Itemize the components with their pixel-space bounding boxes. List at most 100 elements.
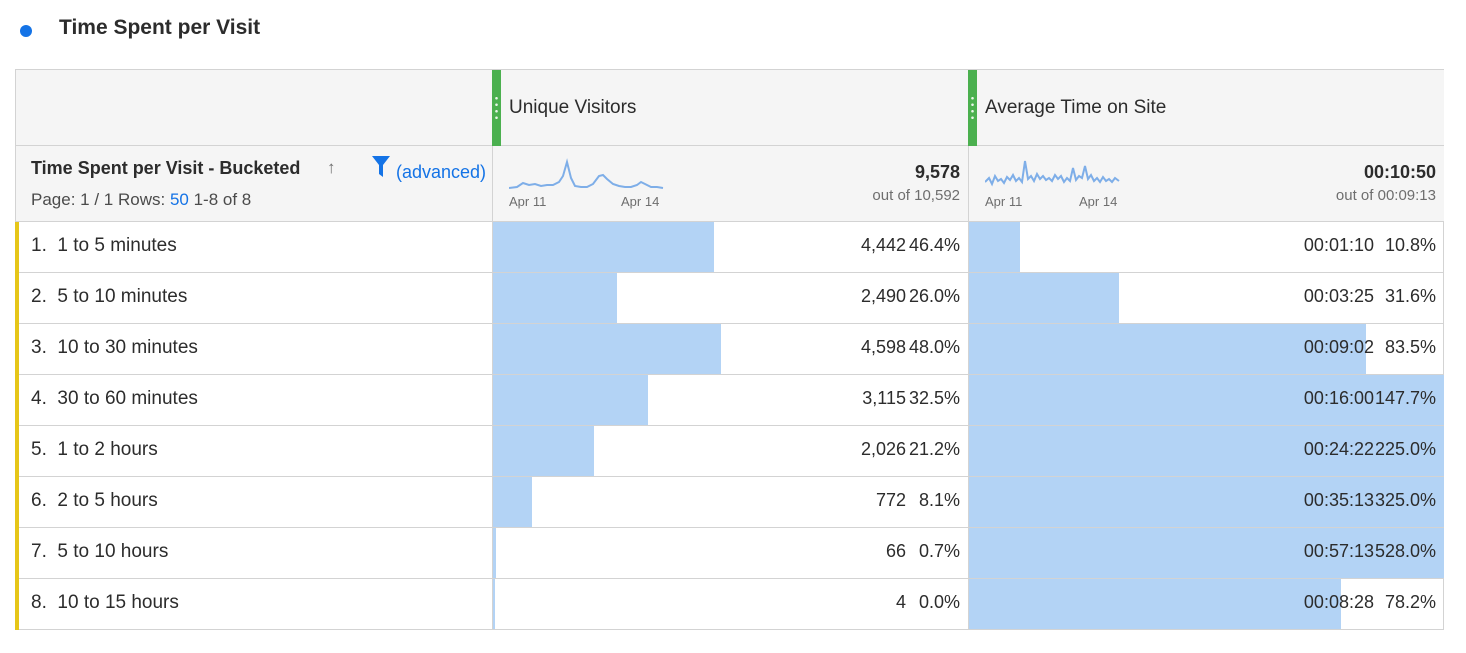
percent-bar bbox=[493, 426, 594, 476]
unique-visitors-cell[interactable]: 66 0.7% bbox=[492, 528, 968, 578]
unique-visitors-cell[interactable]: 4 0.0% bbox=[492, 579, 968, 629]
value: 2,026 bbox=[860, 439, 906, 459]
row-label[interactable]: 4. 30 to 60 minutes bbox=[31, 388, 198, 409]
percent-bar bbox=[969, 528, 1444, 578]
value: 772 bbox=[875, 490, 906, 510]
percent-bar bbox=[493, 375, 648, 425]
row-label[interactable]: 8. 10 to 15 hours bbox=[31, 592, 179, 613]
percent-bar bbox=[493, 324, 721, 374]
percent: 21.2% bbox=[908, 439, 960, 459]
dimension-header-cell: Time Spent per Visit - Bucketed ↑ (advan… bbox=[16, 146, 492, 222]
percent: 32.5% bbox=[908, 388, 960, 408]
value: 66 bbox=[885, 541, 906, 561]
drag-handle-icon[interactable] bbox=[492, 70, 501, 146]
percent: 325.0% bbox=[1374, 490, 1436, 510]
panel-header: Time Spent per Visit bbox=[0, 0, 1466, 62]
average-time-cell[interactable]: 00:16:00 147.7% bbox=[968, 375, 1444, 425]
metric-column-header-unique-visitors[interactable]: Unique Visitors bbox=[492, 70, 968, 146]
row-color-marker bbox=[15, 324, 19, 375]
unique-visitors-cell[interactable]: 2,026 21.2% bbox=[492, 426, 968, 476]
metric-name: Average Time on Site bbox=[985, 97, 1167, 118]
row-label[interactable]: 1. 1 to 5 minutes bbox=[31, 235, 177, 256]
table-row[interactable]: 5. 1 to 2 hours 2,026 21.2% 00:24:22 225… bbox=[15, 426, 1444, 477]
advanced-filter-link[interactable]: (advanced) bbox=[396, 162, 487, 182]
table-row[interactable]: 1. 1 to 5 minutes 4,442 46.4% 00:01:10 1… bbox=[15, 222, 1444, 273]
percent-bar bbox=[969, 375, 1444, 425]
percent-bar bbox=[493, 528, 496, 578]
table-row[interactable]: 3. 10 to 30 minutes 4,598 48.0% 00:09:02… bbox=[15, 324, 1444, 375]
table-row[interactable]: 7. 5 to 10 hours 66 0.7% 00:57:13 528.0% bbox=[15, 528, 1444, 579]
rows-range: 1-8 of 8 bbox=[193, 190, 252, 209]
sparkline-end-label: Apr 14 bbox=[1079, 194, 1118, 209]
summary-row: Time Spent per Visit - Bucketed ↑ (advan… bbox=[16, 146, 1444, 222]
row-color-marker bbox=[15, 579, 19, 630]
row-color-marker bbox=[15, 375, 19, 426]
row-label[interactable]: 3. 10 to 30 minutes bbox=[31, 337, 198, 358]
value: 3,115 bbox=[862, 388, 906, 408]
value: 4 bbox=[895, 592, 906, 612]
unique-visitors-cell[interactable]: 3,115 32.5% bbox=[492, 375, 968, 425]
funnel-filter-icon[interactable] bbox=[371, 155, 391, 179]
value: 00:08:28 bbox=[1303, 592, 1374, 612]
table-row[interactable]: 6. 2 to 5 hours 772 8.1% 00:35:13 325.0% bbox=[15, 477, 1444, 528]
average-time-cell[interactable]: 00:01:10 10.8% bbox=[968, 222, 1444, 272]
panel-status-dot-icon bbox=[20, 25, 32, 37]
percent: 78.2% bbox=[1384, 592, 1436, 612]
percent-bar bbox=[969, 579, 1341, 629]
value: 00:57:13 bbox=[1303, 541, 1374, 561]
row-label[interactable]: 5. 1 to 2 hours bbox=[31, 439, 158, 460]
rows-per-page-selector[interactable]: 50 bbox=[169, 190, 189, 209]
unique-visitors-cell[interactable]: 4,442 46.4% bbox=[492, 222, 968, 272]
row-label[interactable]: 6. 2 to 5 hours bbox=[31, 490, 158, 511]
summary-cell-unique-visitors: Apr 11 Apr 14 9,578 out of 10,592 bbox=[492, 146, 968, 222]
average-time-cell[interactable]: 00:03:25 31.6% bbox=[968, 273, 1444, 323]
value: 2,490 bbox=[860, 286, 906, 306]
value: 00:35:13 bbox=[1303, 490, 1374, 510]
row-label[interactable]: 7. 5 to 10 hours bbox=[31, 541, 169, 562]
drag-handle-icon[interactable] bbox=[968, 70, 977, 146]
rows-label: Rows: bbox=[117, 190, 166, 209]
row-label[interactable]: 2. 5 to 10 minutes bbox=[31, 286, 188, 307]
average-time-cell[interactable]: 00:57:13 528.0% bbox=[968, 528, 1444, 578]
average-time-cell[interactable]: 00:35:13 325.0% bbox=[968, 477, 1444, 527]
percent-bar bbox=[493, 477, 532, 527]
value: 00:09:02 bbox=[1303, 337, 1374, 357]
percent-bar bbox=[493, 273, 617, 323]
table-row[interactable]: 4. 30 to 60 minutes 3,115 32.5% 00:16:00… bbox=[15, 375, 1444, 426]
metric-total: 9,578 bbox=[914, 162, 960, 182]
value: 00:24:22 bbox=[1303, 439, 1374, 459]
row-color-marker bbox=[15, 426, 19, 477]
freeform-table: Unique Visitors Average Time on Site Tim… bbox=[15, 69, 1444, 630]
average-time-cell[interactable]: 00:09:02 83.5% bbox=[968, 324, 1444, 374]
value: 00:01:10 bbox=[1303, 235, 1374, 255]
unique-visitors-cell[interactable]: 772 8.1% bbox=[492, 477, 968, 527]
sparkline-end-label: Apr 14 bbox=[621, 194, 660, 209]
percent: 83.5% bbox=[1384, 337, 1436, 357]
percent: 147.7% bbox=[1374, 388, 1436, 408]
metric-column-header-average-time[interactable]: Average Time on Site bbox=[968, 70, 1444, 146]
dimension-title[interactable]: Time Spent per Visit - Bucketed bbox=[31, 158, 301, 178]
table-row[interactable]: 8. 10 to 15 hours 4 0.0% 00:08:28 78.2% bbox=[15, 579, 1444, 630]
percent-bar bbox=[969, 477, 1444, 527]
percent: 225.0% bbox=[1374, 439, 1436, 459]
average-time-cell[interactable]: 00:24:22 225.0% bbox=[968, 426, 1444, 476]
sparkline-average-time bbox=[985, 160, 1120, 187]
row-color-marker bbox=[15, 477, 19, 528]
average-time-cell[interactable]: 00:08:28 78.2% bbox=[968, 579, 1444, 629]
percent-bar bbox=[969, 324, 1366, 374]
value: 00:03:25 bbox=[1303, 286, 1374, 306]
percent: 10.8% bbox=[1384, 235, 1436, 255]
sort-ascending-arrow-icon[interactable]: ↑ bbox=[327, 158, 336, 177]
table-row[interactable]: 2. 5 to 10 minutes 2,490 26.0% 00:03:25 … bbox=[15, 273, 1444, 324]
value: 4,442 bbox=[860, 235, 906, 255]
percent-bar bbox=[969, 426, 1444, 476]
percent: 26.0% bbox=[908, 286, 960, 306]
page-label: Page: 1 / 1 bbox=[31, 190, 114, 209]
percent: 48.0% bbox=[908, 337, 960, 357]
panel-title[interactable]: Time Spent per Visit bbox=[59, 16, 261, 39]
table-body: 1. 1 to 5 minutes 4,442 46.4% 00:01:10 1… bbox=[15, 222, 1444, 630]
unique-visitors-cell[interactable]: 2,490 26.0% bbox=[492, 273, 968, 323]
unique-visitors-cell[interactable]: 4,598 48.0% bbox=[492, 324, 968, 374]
percent: 46.4% bbox=[908, 235, 960, 255]
percent: 0.0% bbox=[918, 592, 960, 612]
